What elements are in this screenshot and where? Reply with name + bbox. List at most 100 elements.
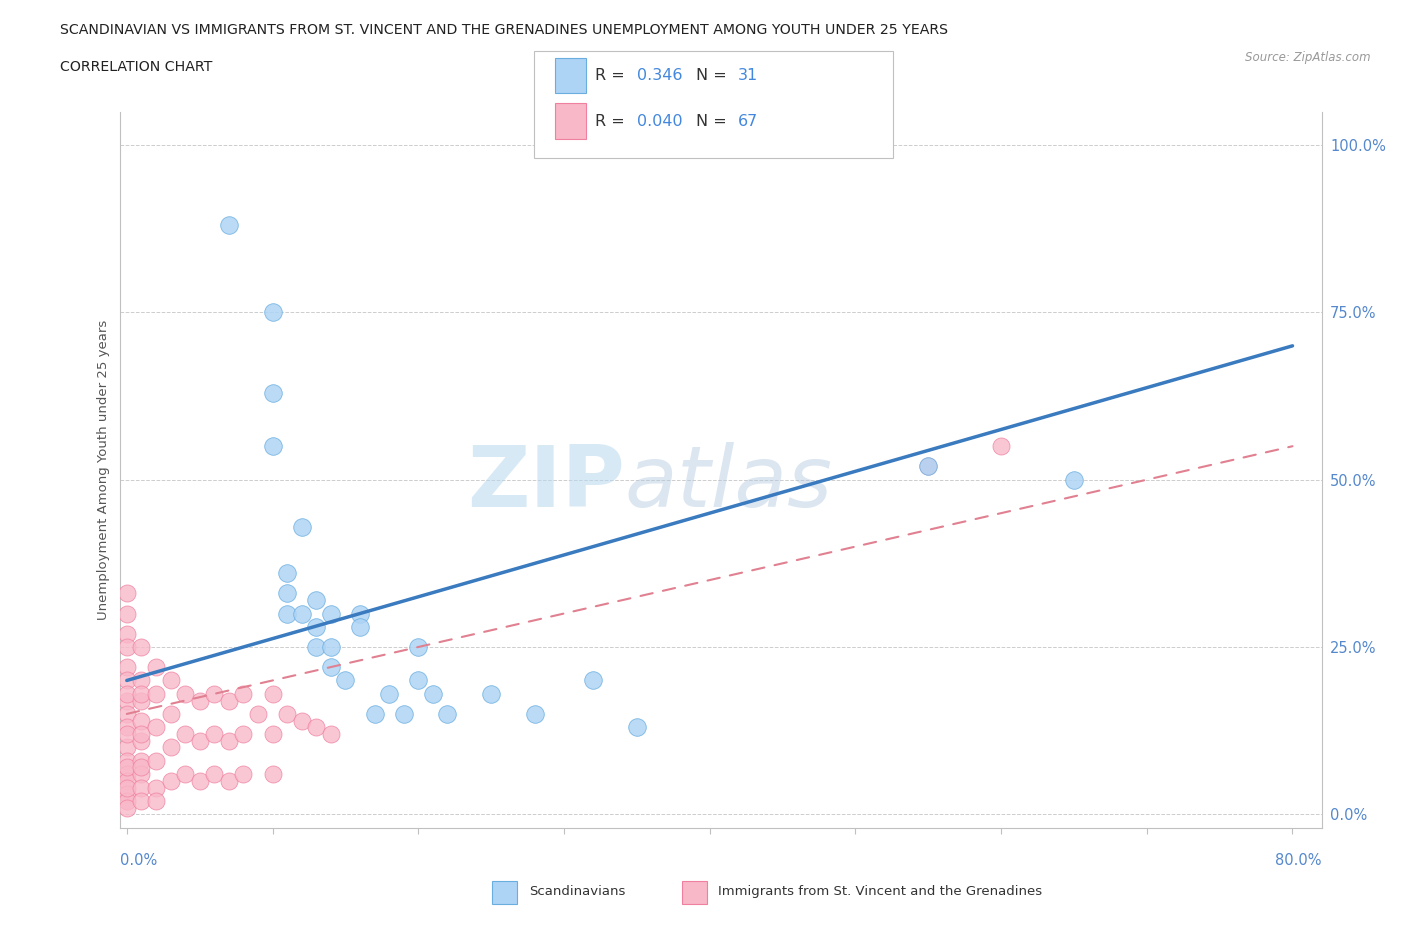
Point bbox=[291, 519, 314, 534]
Point bbox=[145, 793, 167, 808]
Point bbox=[159, 740, 181, 755]
Point bbox=[131, 793, 153, 808]
Point bbox=[115, 686, 138, 701]
Point bbox=[232, 726, 254, 741]
Point bbox=[202, 686, 225, 701]
Point bbox=[131, 753, 153, 768]
Point bbox=[115, 586, 138, 601]
Point bbox=[262, 439, 284, 454]
Text: ZIP: ZIP bbox=[467, 443, 624, 525]
Point bbox=[115, 693, 138, 708]
Point bbox=[131, 693, 153, 708]
Point bbox=[115, 659, 138, 674]
Point bbox=[131, 713, 153, 728]
Point bbox=[1063, 472, 1085, 487]
Point bbox=[305, 592, 328, 607]
Point bbox=[188, 693, 211, 708]
Point bbox=[174, 726, 197, 741]
Point bbox=[917, 458, 939, 473]
Point bbox=[218, 218, 240, 232]
Text: 67: 67 bbox=[738, 113, 758, 128]
Point bbox=[262, 686, 284, 701]
Point bbox=[349, 606, 371, 621]
Point bbox=[145, 686, 167, 701]
Point bbox=[218, 693, 240, 708]
Point bbox=[305, 640, 328, 655]
Point bbox=[115, 780, 138, 795]
Text: CORRELATION CHART: CORRELATION CHART bbox=[60, 60, 212, 74]
Point bbox=[115, 753, 138, 768]
Point bbox=[131, 733, 153, 748]
Point bbox=[218, 774, 240, 789]
Text: SCANDINAVIAN VS IMMIGRANTS FROM ST. VINCENT AND THE GRENADINES UNEMPLOYMENT AMON: SCANDINAVIAN VS IMMIGRANTS FROM ST. VINC… bbox=[60, 23, 949, 37]
Point bbox=[131, 726, 153, 741]
Y-axis label: Unemployment Among Youth under 25 years: Unemployment Among Youth under 25 years bbox=[97, 320, 110, 619]
Text: 80.0%: 80.0% bbox=[1275, 853, 1322, 868]
Point bbox=[232, 766, 254, 781]
Point bbox=[349, 619, 371, 634]
Point bbox=[363, 707, 385, 722]
Point bbox=[131, 760, 153, 775]
Point bbox=[262, 766, 284, 781]
Point bbox=[131, 673, 153, 688]
Point bbox=[392, 707, 415, 722]
Point bbox=[626, 720, 648, 735]
Text: 31: 31 bbox=[738, 68, 758, 83]
Point bbox=[291, 713, 314, 728]
Text: 0.040: 0.040 bbox=[637, 113, 682, 128]
Point bbox=[319, 606, 342, 621]
Point bbox=[246, 707, 269, 722]
Point bbox=[305, 720, 328, 735]
Text: R =: R = bbox=[595, 113, 630, 128]
Point bbox=[115, 800, 138, 815]
Point bbox=[990, 439, 1012, 454]
Point bbox=[582, 673, 605, 688]
Point bbox=[262, 305, 284, 320]
Point bbox=[262, 385, 284, 400]
Point bbox=[145, 659, 167, 674]
Point bbox=[422, 686, 444, 701]
Point bbox=[115, 774, 138, 789]
Text: R =: R = bbox=[595, 68, 630, 83]
Point bbox=[917, 458, 939, 473]
Point bbox=[159, 774, 181, 789]
Point bbox=[174, 686, 197, 701]
Point bbox=[115, 766, 138, 781]
Point bbox=[115, 640, 138, 655]
Point bbox=[479, 686, 502, 701]
Text: Scandinavians: Scandinavians bbox=[529, 885, 626, 898]
Point bbox=[232, 686, 254, 701]
Point bbox=[145, 720, 167, 735]
Point bbox=[131, 780, 153, 795]
Point bbox=[115, 626, 138, 641]
Point bbox=[145, 753, 167, 768]
Text: N =: N = bbox=[696, 113, 733, 128]
Text: Source: ZipAtlas.com: Source: ZipAtlas.com bbox=[1246, 51, 1371, 64]
Text: 0.0%: 0.0% bbox=[120, 853, 156, 868]
Point bbox=[115, 720, 138, 735]
Point bbox=[188, 774, 211, 789]
Point bbox=[115, 740, 138, 755]
Point bbox=[335, 673, 357, 688]
Point bbox=[319, 659, 342, 674]
Point bbox=[115, 707, 138, 722]
Point bbox=[202, 726, 225, 741]
Point bbox=[523, 707, 546, 722]
Point bbox=[378, 686, 401, 701]
Point bbox=[319, 726, 342, 741]
Point bbox=[115, 793, 138, 808]
Point bbox=[131, 686, 153, 701]
Text: 0.346: 0.346 bbox=[637, 68, 682, 83]
Point bbox=[291, 606, 314, 621]
Point bbox=[115, 673, 138, 688]
Point bbox=[115, 606, 138, 621]
Point bbox=[188, 733, 211, 748]
Point bbox=[436, 707, 458, 722]
Point bbox=[218, 733, 240, 748]
Point bbox=[406, 640, 429, 655]
Point bbox=[276, 586, 298, 601]
Text: Immigrants from St. Vincent and the Grenadines: Immigrants from St. Vincent and the Gren… bbox=[718, 885, 1043, 898]
Point bbox=[145, 780, 167, 795]
Point bbox=[319, 640, 342, 655]
Point bbox=[159, 707, 181, 722]
